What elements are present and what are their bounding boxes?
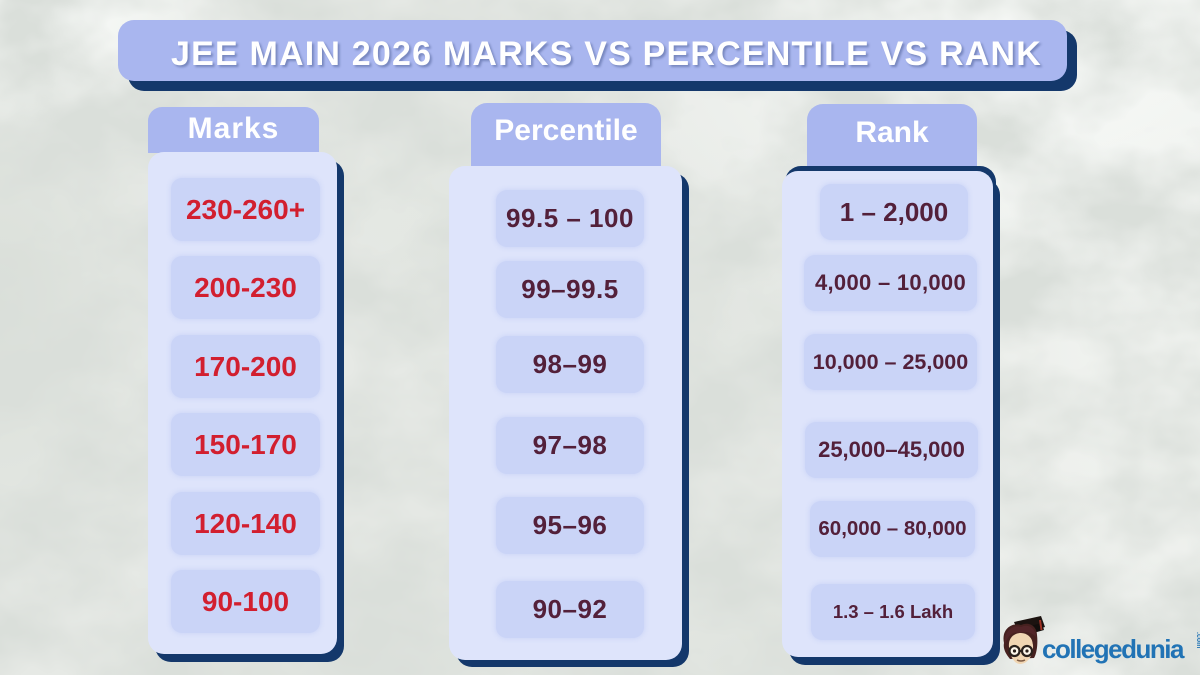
- svg-text:collegedunia: collegedunia: [1042, 634, 1185, 664]
- svg-text:.com: .com: [1195, 632, 1200, 648]
